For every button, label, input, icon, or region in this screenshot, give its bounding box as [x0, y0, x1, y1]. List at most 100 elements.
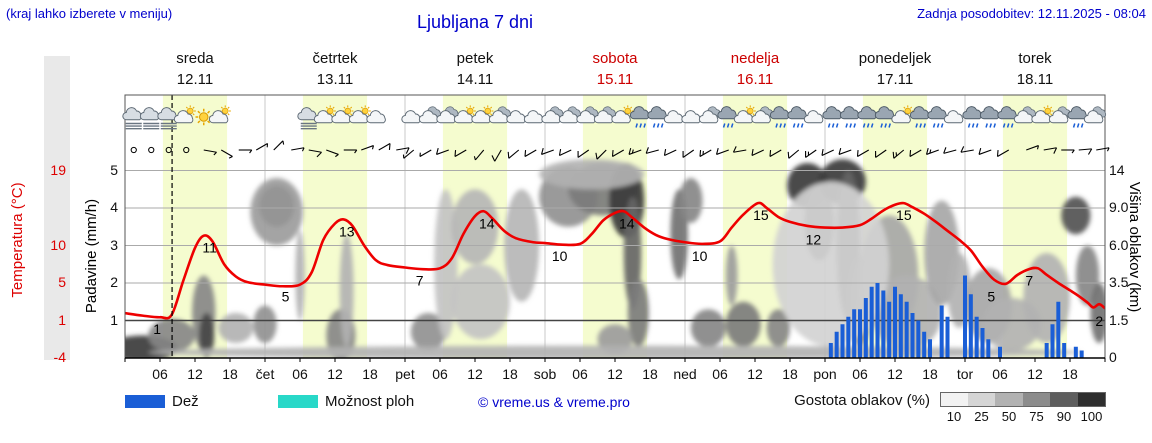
wind-barb	[541, 148, 554, 155]
cloud-scale-label-90: 90	[1056, 409, 1072, 424]
wind-barb	[238, 149, 253, 154]
moon-icon	[291, 109, 298, 123]
day-name-ponedeljek: ponedeljek	[858, 50, 932, 67]
x-label-hour: 12	[747, 366, 763, 382]
cloud-icon	[576, 106, 599, 124]
sun-cloud-icon	[471, 105, 494, 124]
wind-barb	[419, 149, 432, 157]
x-label-hour: 12	[607, 366, 623, 382]
rain-icon	[927, 106, 947, 128]
wind-barbs-row	[130, 140, 1110, 162]
svg-text:14: 14	[479, 215, 495, 231]
wind-barb	[732, 146, 747, 153]
wind-barb	[892, 149, 905, 159]
day-name-petek: petek	[456, 50, 494, 67]
svg-text:10: 10	[552, 248, 568, 264]
wind-barb	[909, 149, 922, 157]
sun-cloud-icon	[733, 105, 756, 124]
wind-barb	[577, 149, 590, 158]
wind-barb	[787, 149, 800, 159]
x-label-hour: 06	[572, 366, 588, 382]
day-name-sreda: sreda	[176, 50, 214, 67]
cloud-tick-3.5: 3.5	[1109, 274, 1129, 290]
wind-barb	[255, 143, 269, 151]
calm-wind-icon	[130, 146, 137, 154]
rain-icon	[979, 106, 1000, 128]
svg-text:7: 7	[416, 272, 424, 288]
svg-text:7: 7	[1025, 272, 1033, 288]
x-label-tor: tor	[956, 366, 974, 382]
cloud-scale-seg-90	[1050, 392, 1078, 407]
cloud-tick-0: 0	[1109, 349, 1117, 365]
x-label-čet: čet	[255, 366, 275, 382]
sun-cloud-icon	[173, 105, 196, 124]
day-name-četrtek: četrtek	[312, 50, 358, 67]
weather-icons-row	[122, 105, 1107, 130]
x-label-hour: 06	[992, 366, 1008, 382]
svg-text:15: 15	[896, 207, 912, 223]
x-label-hour: 12	[327, 366, 343, 382]
day-name-sobota: sobota	[592, 50, 638, 67]
cloud-tick-1.5: 1.5	[1109, 311, 1129, 328]
temp-tick--4: -4	[53, 349, 66, 365]
showers-legend-swatch	[278, 395, 318, 408]
wind-barb	[454, 149, 467, 157]
day-date-15.11: 15.11	[596, 71, 634, 88]
wind-barb	[558, 148, 572, 156]
wind-barb	[343, 149, 358, 154]
rain-legend-swatch	[125, 395, 165, 408]
wind-barb	[326, 149, 339, 158]
wind-barb	[273, 140, 285, 151]
page-title: Ljubljana 7 dni	[416, 12, 534, 32]
calm-wind-icon	[165, 146, 172, 154]
rain-icon	[717, 106, 737, 128]
wind-barb	[805, 149, 817, 158]
copyright-link[interactable]: © vreme.us & vreme.pro	[478, 394, 630, 410]
wind-barb	[361, 145, 374, 151]
wind-barb	[996, 149, 1010, 157]
cloud-scale-label-75: 75	[1029, 409, 1044, 424]
cloud-icon	[1083, 106, 1107, 124]
svg-text:5: 5	[987, 289, 995, 305]
day-name-nedelja: nedelja	[730, 50, 780, 67]
x-label-hour: 18	[222, 366, 238, 382]
cloud-scale-seg-75	[1022, 392, 1050, 407]
moon-cloud-icon	[943, 106, 965, 124]
wind-barb	[473, 149, 485, 161]
x-label-hour: 18	[362, 366, 378, 382]
sun-cloud-icon	[313, 105, 336, 124]
temperature-curve	[125, 201, 1105, 320]
moon-cloud-icon	[366, 106, 388, 124]
wind-barb	[926, 148, 939, 155]
cloud-scale-label-10: 10	[946, 409, 962, 424]
svg-text:14: 14	[619, 215, 635, 231]
cloud-icon	[436, 106, 459, 124]
svg-text:11: 11	[202, 240, 217, 256]
svg-text:12: 12	[806, 232, 822, 248]
wind-barb	[769, 149, 782, 157]
cloud-scale-label-50: 50	[1001, 409, 1017, 424]
wind-barb	[402, 149, 415, 159]
wind-barb	[1043, 147, 1058, 154]
cloud-density-scale-label: Gostota oblakov (%)	[794, 392, 930, 409]
precip-tick-3: 3	[110, 236, 118, 253]
cloud-scale-label-100: 100	[1080, 409, 1103, 424]
x-label-pon: pon	[813, 366, 837, 382]
wind-barb	[628, 148, 642, 155]
rain-icon	[787, 106, 807, 128]
fog-icon	[157, 107, 177, 130]
wind-barb	[751, 148, 764, 156]
last-update: Zadnja posodobitev: 12.11.2025 - 08:04	[917, 6, 1146, 21]
x-label-hour: 18	[922, 366, 938, 382]
wind-barb	[507, 149, 520, 159]
moon-icon	[256, 109, 263, 123]
location-hint: (kraj lahko izberete v meniju)	[6, 6, 173, 21]
precip-tick-5: 5	[110, 161, 118, 178]
moon-cloud-icon	[803, 106, 825, 124]
cloud-scale-seg-10	[940, 392, 969, 407]
cloud-tick-9.0: 9.0	[1109, 199, 1129, 215]
x-label-ned: ned	[673, 366, 697, 382]
wind-barb	[396, 147, 410, 154]
rain-icon	[1067, 106, 1087, 128]
